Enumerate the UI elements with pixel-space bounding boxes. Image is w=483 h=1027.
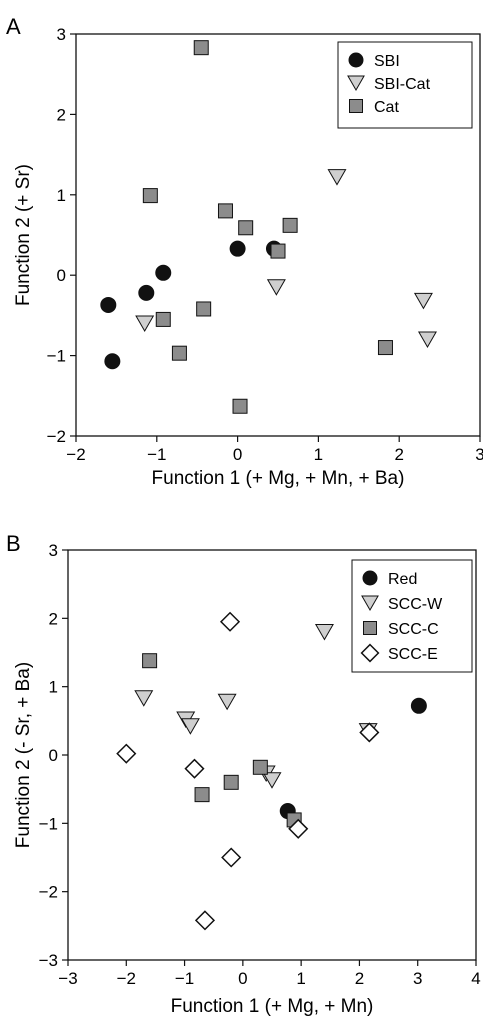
legend-a: SBI SBI-Cat Cat <box>337 41 473 129</box>
x-tick-label: 4 <box>471 969 480 988</box>
point-cat <box>238 220 254 236</box>
y-tick-label: 2 <box>49 609 58 628</box>
y-axis-label-a: Function 2 (+ Sr) <box>13 164 34 306</box>
x-tick-label: 1 <box>314 445 323 464</box>
plot-area-a <box>75 33 481 437</box>
point-cat <box>142 188 158 204</box>
x-tick-label: 0 <box>238 969 247 988</box>
y-tick-label: −2 <box>39 883 58 902</box>
point-sbi-cat <box>266 279 286 296</box>
point-cat <box>193 40 209 56</box>
axis-ticks-a: −2 −1 0 1 2 3 −2 −1 0 1 2 3 <box>47 25 483 464</box>
point-scc-c <box>194 787 210 803</box>
point-sbi <box>100 296 117 313</box>
data-points-a <box>100 40 437 414</box>
legend-label-sbi: SBI <box>374 53 400 70</box>
point-scc-c <box>252 759 268 775</box>
chart-panel-a: A −2 −1 0 1 2 3 −2 −1 0 1 2 3 Function 1 (+ Mg, + M… <box>6 14 483 489</box>
legend-marker-cat <box>349 99 363 113</box>
y-axis-label-b: Function 2 (- Sr, + Ba) <box>13 662 34 848</box>
legend-marker-scc-e <box>360 643 380 663</box>
point-sbi <box>229 240 246 257</box>
point-sbi-cat <box>327 169 347 186</box>
x-tick-label: −2 <box>66 445 85 464</box>
x-tick-label: −3 <box>58 969 77 988</box>
y-tick-label: 1 <box>57 186 66 205</box>
point-sbi <box>138 284 155 301</box>
point-scc-w <box>180 718 200 735</box>
legend-b: Red SCC-W SCC-C SCC-E <box>351 559 473 673</box>
point-scc-c <box>142 653 158 669</box>
point-scc-e <box>221 847 242 868</box>
point-scc-e <box>194 910 216 931</box>
point-sbi-cat <box>413 292 433 310</box>
point-cat <box>196 301 212 317</box>
point-scc-e <box>219 611 241 632</box>
legend-label-scc-c: SCC-C <box>388 621 439 638</box>
x-tick-label: 0 <box>233 445 242 464</box>
data-points-b <box>116 611 427 931</box>
legend-marker-sbi <box>348 52 364 68</box>
point-cat <box>232 398 248 414</box>
x-tick-label: 3 <box>413 969 422 988</box>
x-tick-label: 2 <box>394 445 403 464</box>
point-red <box>410 697 427 714</box>
y-tick-label: 0 <box>57 266 66 285</box>
legend-marker-scc-w <box>361 595 379 612</box>
legend-marker-red <box>362 570 378 586</box>
point-sbi-cat <box>135 315 155 332</box>
x-tick-label: 2 <box>355 969 364 988</box>
panel-label-a: A <box>6 14 21 39</box>
legend-label-scc-w: SCC-W <box>388 596 443 613</box>
legend-label-red: Red <box>388 571 417 588</box>
legend-label-sbi-cat: SBI-Cat <box>374 76 431 93</box>
x-tick-label: −1 <box>147 445 166 464</box>
y-tick-label: 2 <box>57 105 66 124</box>
panel-label-b: B <box>6 531 21 556</box>
y-tick-label: 1 <box>49 678 58 697</box>
point-scc-e <box>359 722 380 743</box>
y-tick-label: 3 <box>57 25 66 44</box>
point-sbi <box>104 353 121 370</box>
chart-panel-b: B −3 −2 −1 0 1 2 3 4 −3 −2 −1 0 1 2 3 Function 1 (+ Mg… <box>6 531 481 1017</box>
point-sbi <box>155 264 172 281</box>
legend-label-cat: Cat <box>374 99 399 116</box>
point-cat <box>270 243 286 259</box>
point-scc-e <box>288 818 309 839</box>
y-tick-label: 0 <box>49 746 58 765</box>
x-tick-label: −1 <box>175 969 194 988</box>
point-cat <box>155 311 171 327</box>
point-cat <box>377 340 393 356</box>
x-tick-label: 3 <box>475 445 483 464</box>
x-tick-label: −2 <box>117 969 136 988</box>
point-scc-e <box>184 758 205 779</box>
x-axis-label-a: Function 1 (+ Mg, + Mn, + Ba) <box>152 468 405 489</box>
point-scc-w <box>262 772 282 789</box>
point-scc-e <box>116 743 137 764</box>
point-cat <box>217 203 233 219</box>
x-tick-label: 1 <box>296 969 305 988</box>
legend-marker-scc-c <box>363 621 377 635</box>
point-scc-w <box>314 624 334 641</box>
point-scc-w <box>134 690 154 707</box>
legend-marker-sbi-cat <box>347 75 365 92</box>
point-cat <box>282 217 298 233</box>
point-scc-c <box>223 774 239 790</box>
y-tick-label: −1 <box>47 347 66 366</box>
axis-ticks-b: −3 −2 −1 0 1 2 3 4 −3 −2 −1 0 1 2 3 <box>39 541 481 988</box>
legend-label-scc-e: SCC-E <box>388 646 438 663</box>
point-cat <box>171 345 187 361</box>
y-tick-label: 3 <box>49 541 58 560</box>
y-tick-label: −2 <box>47 427 66 446</box>
y-tick-label: −1 <box>39 814 58 833</box>
point-scc-w <box>217 693 237 711</box>
x-axis-label-b: Function 1 (+ Mg, + Mn) <box>171 996 374 1017</box>
point-sbi-cat <box>417 331 437 349</box>
y-tick-label: −3 <box>39 951 58 970</box>
